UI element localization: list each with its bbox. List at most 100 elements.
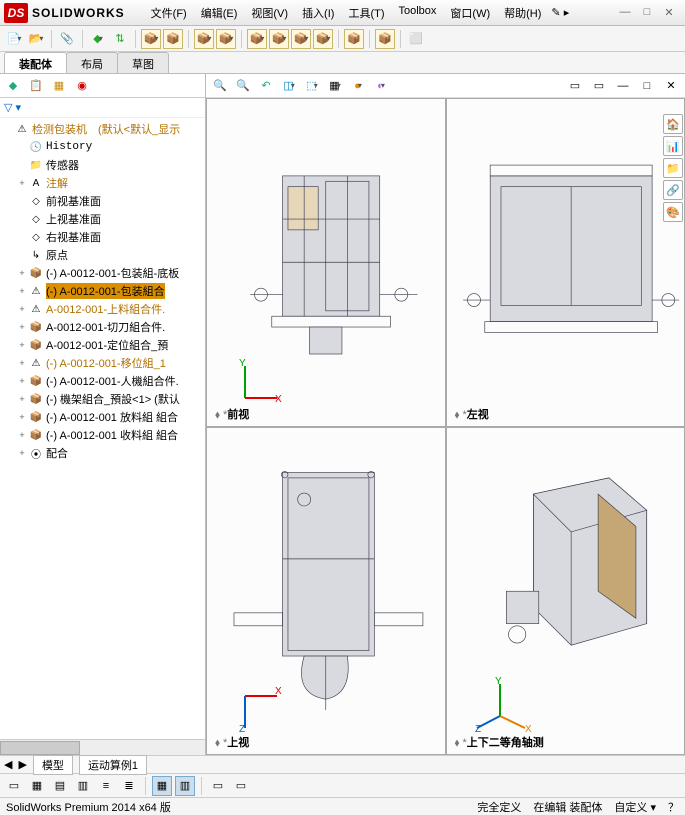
tree-node[interactable]: 📁传感器 <box>2 156 205 174</box>
tree-node[interactable]: +⚠(-) A-0012-001-移位組_1 <box>2 354 205 372</box>
viewport-left[interactable]: 左视 <box>446 98 685 427</box>
tree-hscroll[interactable] <box>0 739 205 755</box>
tree-node[interactable]: +A注解 <box>2 174 205 192</box>
tree-node[interactable]: ◇右视基准面 <box>2 228 205 246</box>
graphics-area: 🔍 🔍 ↶ ◫▾ ⬚▾ ▦▾ ●▾ ◐▾ ▭ ▭ — □ ✕ <box>206 74 685 755</box>
tree-node[interactable]: +📦(-) A-0012-001 收料組 組合 <box>2 426 205 444</box>
vp-min-icon[interactable]: — <box>613 76 633 96</box>
bt9-icon[interactable]: ▭ <box>208 776 228 796</box>
tree-node[interactable]: +⚠A-0012-001-上料組合件. <box>2 300 205 318</box>
tree-node[interactable]: ◇前视基准面 <box>2 192 205 210</box>
viewport-front[interactable]: Y X 前视 <box>206 98 446 427</box>
menu-item[interactable]: 工具(T) <box>342 3 390 23</box>
ft-ico4[interactable]: ◉ <box>71 76 93 96</box>
ribbon-tab[interactable]: 布局 <box>66 52 118 73</box>
menu-item[interactable]: 文件(F) <box>145 3 193 23</box>
tree-node[interactable]: +⚠(-) A-0012-001-包装組合 <box>2 282 205 300</box>
ribbon-tab[interactable]: 草图 <box>117 52 169 73</box>
bt1-icon[interactable]: ▭ <box>4 776 24 796</box>
window-buttons: — □ ✕ <box>617 6 685 19</box>
zoom-icon[interactable]: 🔍 <box>210 76 230 96</box>
tree-node[interactable]: +📦A-0012-001-切刀組合件. <box>2 318 205 336</box>
tree-node[interactable]: +📦(-) A-0012-001 放料組 組合 <box>2 408 205 426</box>
ribbon-tab[interactable]: 装配体 <box>4 52 67 73</box>
tree-node[interactable]: 🕓History <box>2 138 205 156</box>
bt5-icon[interactable]: ≡ <box>96 776 116 796</box>
menu-item[interactable]: Toolbox <box>393 3 443 23</box>
viewport-top[interactable]: X Z 上视 <box>206 427 446 756</box>
dock-button[interactable]: 📁 <box>663 158 683 178</box>
asm3-icon[interactable]: 📦▾ <box>194 29 214 49</box>
open-icon[interactable]: 📂▾ <box>26 29 46 49</box>
tool2-icon[interactable]: ⇅ <box>110 29 130 49</box>
ft-ico1[interactable]: ◆ <box>2 76 24 96</box>
bt3-icon[interactable]: ▤ <box>50 776 70 796</box>
asm8-icon[interactable]: 📦▾ <box>313 29 333 49</box>
bt7-icon[interactable]: ▦ <box>152 776 172 796</box>
bt10-icon[interactable]: ▭ <box>231 776 251 796</box>
asm6-icon[interactable]: 📦▾ <box>269 29 289 49</box>
ft-ico2[interactable]: 📋 <box>25 76 47 96</box>
prev-icon[interactable]: ↶ <box>256 76 276 96</box>
menu-item[interactable]: 窗口(W) <box>444 3 496 23</box>
bt6-icon[interactable]: ≣ <box>119 776 139 796</box>
window-button[interactable]: ✕ <box>661 6 677 19</box>
asm5-icon[interactable]: 📦▾ <box>247 29 267 49</box>
disp-icon[interactable]: ▦▾ <box>325 76 345 96</box>
asm11-icon[interactable]: ⬜ <box>406 29 426 49</box>
scene-icon[interactable]: ◐▾ <box>371 76 391 96</box>
asm7-icon[interactable]: 📦▾ <box>291 29 311 49</box>
menu-item[interactable]: 帮助(H) <box>498 3 547 23</box>
tree-node[interactable]: +📦(-) 機架組合_預設<1> (默认 <box>2 390 205 408</box>
tree-node[interactable]: +📦(-) A-0012-001-包装組-底板 <box>2 264 205 282</box>
feature-tree-pane: ◆ 📋 ▦ ◉ ▽ ▾ ⚠检测包装机 (默认<默认_显示🕓History📁传感器… <box>0 74 206 755</box>
menu-overflow-icon[interactable]: ✎ ▸ <box>551 6 569 19</box>
tree-node[interactable]: +⦿配合 <box>2 444 205 462</box>
section-icon[interactable]: ◫▾ <box>279 76 299 96</box>
zoomwin-icon[interactable]: 🔍 <box>233 76 253 96</box>
ft-ico3[interactable]: ▦ <box>48 76 70 96</box>
motion-tab[interactable]: 模型 <box>33 755 73 775</box>
tree-node[interactable]: +📦A-0012-001-定位組合_預 <box>2 336 205 354</box>
dock-button[interactable]: 🎨 <box>663 202 683 222</box>
bottom-toolbar: ▭ ▦ ▤ ▥ ≡ ≣ ▦ ▥ ▭ ▭ <box>0 773 685 797</box>
clip-icon[interactable]: 📎 <box>57 29 77 49</box>
motion-tab[interactable]: ▶ <box>18 758 26 771</box>
bt2-icon[interactable]: ▦ <box>27 776 47 796</box>
asm4-icon[interactable]: 📦▾ <box>216 29 236 49</box>
appear-icon[interactable]: ●▾ <box>348 76 368 96</box>
right-dock: 🏠📊📁🔗🎨 <box>663 74 685 222</box>
viewport-isometric[interactable]: Y X Z 上下二等角轴测 <box>446 427 685 756</box>
asm9-icon[interactable]: 📦 <box>344 29 364 49</box>
motion-tab[interactable]: ◀ <box>4 758 12 771</box>
window-button[interactable]: □ <box>639 6 655 19</box>
vp-max-icon[interactable]: □ <box>637 76 657 96</box>
motion-tab[interactable]: 运动算例1 <box>79 755 147 775</box>
dock-button[interactable]: 🔗 <box>663 180 683 200</box>
asm2-icon[interactable]: 📦 <box>163 29 183 49</box>
menu-item[interactable]: 编辑(E) <box>195 3 244 23</box>
tree-node[interactable]: ⚠检测包装机 (默认<默认_显示 <box>2 120 205 138</box>
window-button[interactable]: — <box>617 6 633 19</box>
menu-item[interactable]: 插入(I) <box>296 3 340 23</box>
tree-node[interactable]: +📦(-) A-0012-001-人機組合件. <box>2 372 205 390</box>
bt8-icon[interactable]: ▥ <box>175 776 195 796</box>
statusbar: SolidWorks Premium 2014 x64 版 完全定义在编辑 装配… <box>0 797 685 815</box>
app-logo: DS <box>4 3 28 23</box>
tree-node[interactable]: ↳原点 <box>2 246 205 264</box>
tool1-icon[interactable]: ◆▾ <box>88 29 108 49</box>
svg-text:X: X <box>275 686 282 697</box>
vp-ctl1-icon[interactable]: ▭ <box>565 76 585 96</box>
menu-item[interactable]: 视图(V) <box>245 3 294 23</box>
bt4-icon[interactable]: ▥ <box>73 776 93 796</box>
orient-icon[interactable]: ⬚▾ <box>302 76 322 96</box>
dock-button[interactable]: 🏠 <box>663 114 683 134</box>
triad-icon: Y X <box>235 358 285 408</box>
asm10-icon[interactable]: 📦 <box>375 29 395 49</box>
asm1-icon[interactable]: 📦▾ <box>141 29 161 49</box>
dock-button[interactable]: 📊 <box>663 136 683 156</box>
tree-node[interactable]: ◇上视基准面 <box>2 210 205 228</box>
tree-filter[interactable]: ▽ ▾ <box>0 98 205 118</box>
new-icon[interactable]: 📄▾ <box>4 29 24 49</box>
vp-ctl2-icon[interactable]: ▭ <box>589 76 609 96</box>
